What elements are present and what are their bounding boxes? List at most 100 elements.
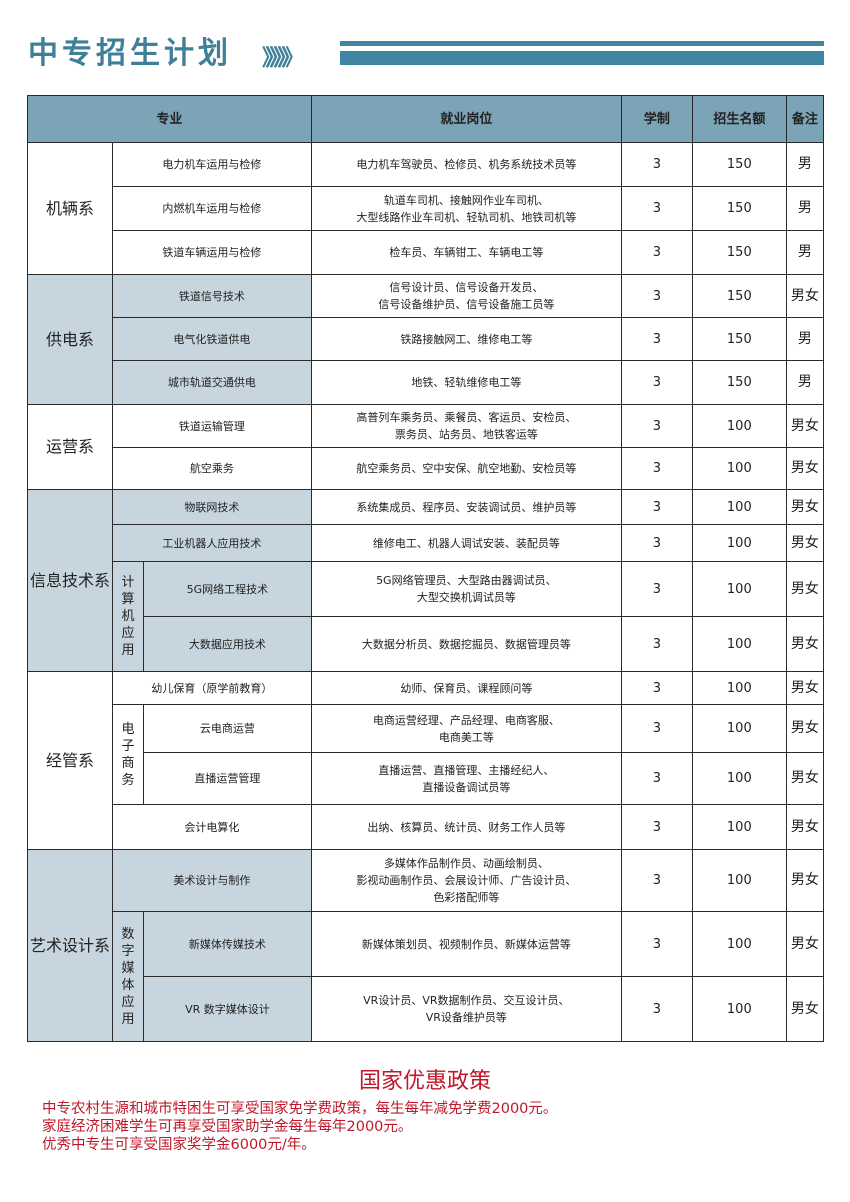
major-group-cell: 计算机应用 [112, 561, 144, 672]
note: 男女 [785, 752, 825, 805]
note: 男女 [785, 404, 825, 448]
table-row: 电气化铁道供电 铁路接触网工、维修电工等 3 150 男 [28, 317, 825, 361]
job-positions: 轨道车司机、接触网作业车司机、 大型线路作业车司机、轻轨司机、地铁司机等 [310, 186, 622, 231]
major-name: 大数据应用技术 [143, 616, 312, 672]
job-positions: 直播运营、直播管理、主播经纪人、 直播设备调试员等 [310, 752, 622, 805]
years: 3 [620, 561, 693, 617]
years: 3 [620, 274, 693, 318]
department-name: 信息技术系 [27, 489, 113, 672]
quota: 100 [691, 524, 787, 562]
quota: 100 [691, 561, 787, 617]
quota: 150 [691, 186, 787, 231]
years: 3 [620, 404, 693, 448]
quota: 100 [691, 804, 787, 850]
years: 3 [620, 489, 693, 525]
department-name: 供电系 [27, 274, 113, 405]
note: 男女 [785, 616, 825, 672]
job-positions: 电力机车驾驶员、检修员、机务系统技术员等 [310, 142, 622, 187]
job-positions: 幼师、保育员、课程顾问等 [310, 671, 622, 705]
header-quota: 招生名额 [691, 95, 787, 143]
major-name: 新媒体传媒技术 [143, 911, 312, 977]
policy-line: 中专农村生源和城市特困生可享受国家免学费政策，每生每年减免学费2000元。 [42, 1101, 558, 1117]
years: 3 [620, 616, 693, 672]
note: 男女 [785, 804, 825, 850]
table-row: 运营系 铁道运输管理 高普列车乘务员、乘餐员、客运员、安检员、 票务员、站务员、地铁… [27, 404, 825, 490]
major-name: 5G网络工程技术 [143, 561, 312, 617]
table-header-row: 专业 就业岗位 学制 招生名额 备注 [27, 95, 825, 143]
years: 3 [620, 804, 693, 850]
major-name: 会计电算化 [112, 804, 312, 850]
major-group-cell: 电子商务 [112, 704, 144, 805]
major-name: 云电商运营 [143, 704, 312, 753]
quota: 100 [691, 404, 787, 448]
major-name: 美术设计与制作 [112, 849, 312, 912]
years: 3 [620, 142, 693, 187]
quota: 100 [691, 911, 787, 977]
table-row: 供电系 铁道信号技术 信号设计员、信号设备开发员、 信号设备维护员、信号设备施工员等… [27, 274, 825, 405]
policy-title: 国家优惠政策 [358, 1069, 491, 1094]
table-row: 城市轨道交通供电 地铁、轻轨维修电工等 3 150 男 [28, 360, 825, 405]
major-name: 铁道信号技术 [112, 274, 312, 318]
major-name: 直播运营管理 [143, 752, 312, 805]
note: 男女 [785, 561, 825, 617]
quota: 100 [691, 671, 787, 705]
note: 男 [785, 317, 825, 361]
years: 3 [620, 360, 693, 405]
table-row: 航空乘务 航空乘务员、空中安保、航空地勤、安检员等 3 100 男女 [28, 447, 825, 490]
major-name: 铁道运输管理 [112, 404, 312, 448]
years: 3 [620, 671, 693, 705]
major-name: 城市轨道交通供电 [112, 360, 312, 405]
quota: 100 [691, 447, 787, 490]
note: 男 [785, 186, 825, 231]
decorative-bar [340, 41, 824, 46]
table-row: 工业机器人应用技术 维修电工、机器人调试安装、装配员等 3 100 男女 [28, 524, 825, 562]
department-name: 艺术设计系 [27, 849, 113, 1042]
major-group: 计算机应用 [121, 575, 135, 658]
note: 男 [785, 360, 825, 405]
job-positions: 地铁、轻轨维修电工等 [310, 360, 622, 405]
enrollment-table: 专业 就业岗位 学制 招生名额 备注 机辆系 电力机车运用与检修 电力机车驾驶员、检… [27, 95, 825, 1042]
quota: 150 [691, 230, 787, 275]
job-positions: 多媒体作品制作员、动画绘制员、 影视动画制作员、会展设计师、广告设计员、 色彩搭… [310, 849, 622, 912]
job-positions: 大数据分析员、数据挖掘员、数据管理员等 [310, 616, 622, 672]
quota: 150 [691, 142, 787, 187]
major-name: 铁道车辆运用与检修 [112, 230, 312, 275]
job-positions: 铁路接触网工、维修电工等 [310, 317, 622, 361]
chevron-decoration: 》》》》》》 [262, 46, 304, 71]
job-positions: VR设计员、VR数据制作员、交互设计员、 VR设备维护员等 [310, 976, 622, 1042]
table-row: 内燃机车运用与检修 轨道车司机、接触网作业车司机、 大型线路作业车司机、轻轨司机、… [28, 186, 825, 231]
note: 男女 [785, 274, 825, 318]
department-name: 运营系 [27, 404, 113, 490]
years: 3 [620, 230, 693, 275]
table-row: 机辆系 电力机车运用与检修 电力机车驾驶员、检修员、机务系统技术员等 3 150 男 [27, 142, 825, 275]
quota: 100 [691, 704, 787, 753]
quota: 100 [691, 849, 787, 912]
table-row: 信息技术系 物联网技术 系统集成员、程序员、安装调试员、维护员等 3 100 男女 [27, 489, 825, 672]
major-name: 物联网技术 [112, 489, 312, 525]
table-row: 艺术设计系 美术设计与制作 多媒体作品制作员、动画绘制员、 影视动画制作员、会展设计… [27, 849, 825, 1042]
job-positions: 检车员、车辆钳工、车辆电工等 [310, 230, 622, 275]
years: 3 [620, 976, 693, 1042]
major-name: 幼儿保育（原学前教育） [112, 671, 312, 705]
job-positions: 出纳、核算员、统计员、财务工作人员等 [310, 804, 622, 850]
policy-line: 家庭经济困难学生可再享受国家助学金每生每年2000元。 [42, 1119, 413, 1135]
quota: 100 [691, 489, 787, 525]
job-positions: 高普列车乘务员、乘餐员、客运员、安检员、 票务员、站务员、地铁客运等 [310, 404, 622, 448]
note: 男 [785, 230, 825, 275]
major-name: 内燃机车运用与检修 [112, 186, 312, 231]
quota: 150 [691, 274, 787, 318]
job-positions: 新媒体策划员、视频制作员、新媒体运营等 [310, 911, 622, 977]
years: 3 [620, 849, 693, 912]
major-group: 电子商务 [121, 721, 135, 788]
major-group: 数字媒体应用 [121, 926, 135, 1027]
major-name: 电气化铁道供电 [112, 317, 312, 361]
years: 3 [620, 317, 693, 361]
table-row: VR 数字媒体设计 VR设计员、VR数据制作员、交互设计员、 VR设备维护员等 3 1… [28, 976, 825, 1042]
job-positions: 信号设计员、信号设备开发员、 信号设备维护员、信号设备施工员等 [310, 274, 622, 318]
years: 3 [620, 186, 693, 231]
quota: 100 [691, 976, 787, 1042]
major-name: 电力机车运用与检修 [112, 142, 312, 187]
table-row: 直播运营管理 直播运营、直播管理、主播经纪人、 直播设备调试员等 3 100 男女 [28, 752, 825, 805]
years: 3 [620, 447, 693, 490]
quota: 150 [691, 317, 787, 361]
